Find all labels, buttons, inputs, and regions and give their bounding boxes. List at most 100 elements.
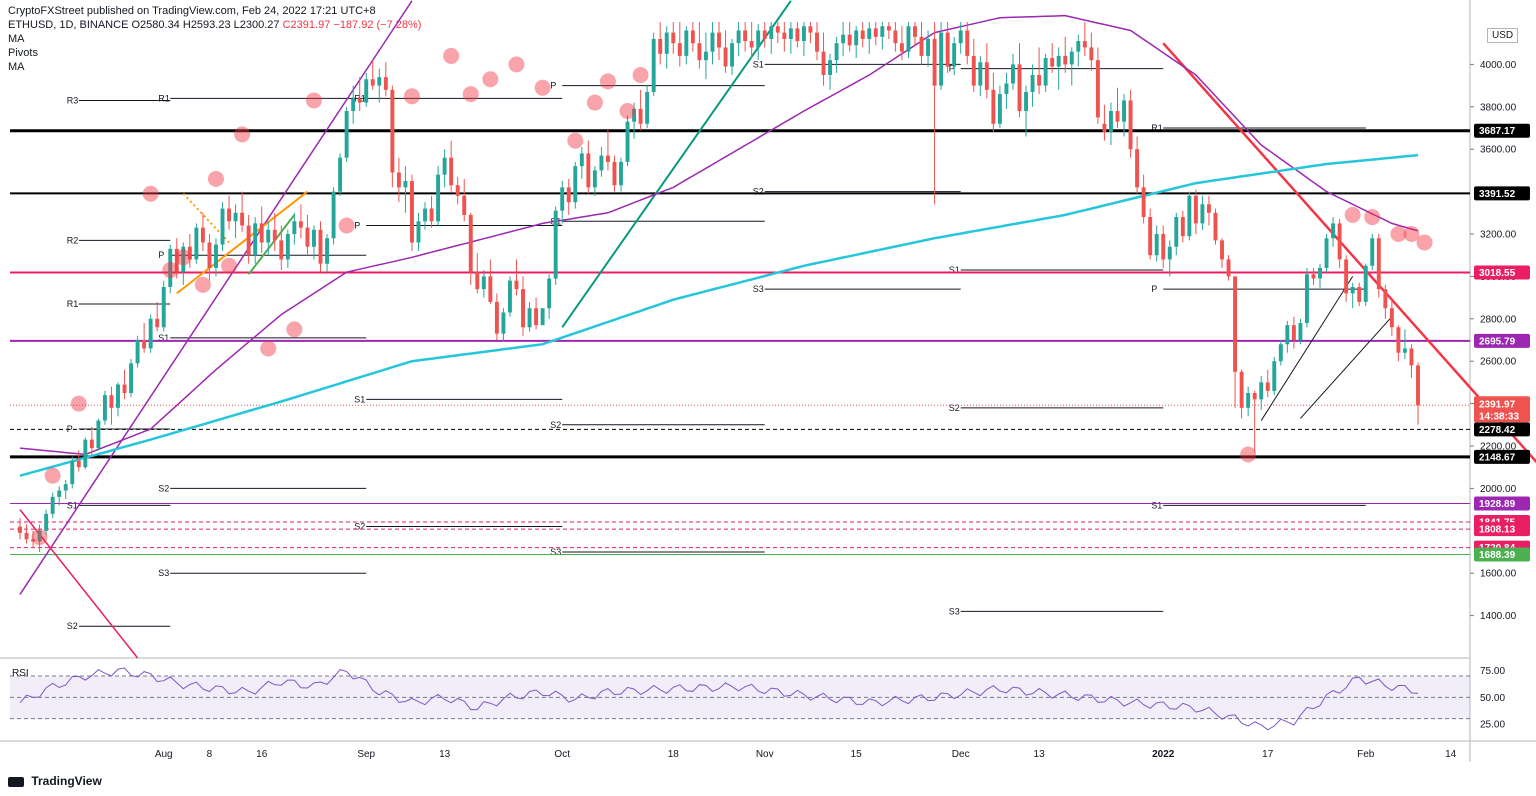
- candle-body: [31, 539, 36, 542]
- pivot-label: S3: [753, 284, 764, 294]
- pivot-label: R2: [67, 235, 79, 245]
- pivot-marker: [1344, 206, 1361, 223]
- price-tick-label: 3200.00: [1480, 230, 1517, 241]
- pivot-label: S3: [158, 568, 169, 578]
- candle-body: [847, 34, 852, 46]
- candle-body: [1252, 393, 1257, 400]
- pivot-marker: [260, 340, 277, 357]
- candle-body: [305, 227, 310, 247]
- pivot-marker: [1364, 209, 1381, 226]
- tradingview-logo-icon: [8, 776, 24, 787]
- candle-body: [1370, 238, 1375, 266]
- candle-body: [1017, 64, 1022, 112]
- candle-body: [449, 157, 454, 186]
- key-level-label: 2695.79: [1479, 336, 1516, 347]
- price-tick-label: 2800.00: [1480, 314, 1517, 325]
- candle-body: [873, 28, 878, 37]
- key-levels: [10, 129, 1470, 555]
- key-level-tag: [1474, 265, 1530, 280]
- candle-body: [553, 210, 558, 279]
- time-tick-label: 16: [256, 749, 268, 760]
- candle-body: [338, 157, 343, 192]
- rsi-panel[interactable]: RSI 25.00 50.00 75.00: [10, 666, 1505, 731]
- pivot-label: P: [158, 250, 164, 260]
- candle-body: [70, 460, 75, 485]
- rsi-tick-label: 25.00: [1480, 720, 1505, 731]
- pivot-label: S1: [1151, 500, 1162, 510]
- candle-body: [730, 43, 735, 67]
- pivot-marker: [234, 126, 251, 143]
- candle-body: [370, 79, 375, 86]
- pivot-marker: [403, 88, 420, 105]
- candle-body: [958, 30, 963, 44]
- candle-body: [782, 32, 787, 39]
- candle-body: [651, 38, 656, 92]
- price-tick-label: 4000.00: [1480, 60, 1517, 71]
- candle-body: [945, 32, 950, 67]
- candle-body: [717, 32, 721, 48]
- candle-body: [1187, 195, 1192, 237]
- currency-label[interactable]: USD: [1487, 28, 1519, 43]
- time-axis[interactable]: Aug816Sep13Oct18Nov15Dec13202217Feb14Mar: [155, 749, 1536, 760]
- candle-body: [540, 308, 545, 326]
- candle-body: [298, 221, 303, 228]
- candle-body: [1076, 41, 1081, 52]
- pivot-marker: [462, 86, 479, 103]
- candle-body: [560, 187, 565, 211]
- tradingview-brand[interactable]: TradingView: [8, 774, 102, 788]
- candle-body: [1115, 111, 1120, 122]
- candle-body: [886, 26, 891, 31]
- indicator-pivots[interactable]: Pivots: [8, 47, 38, 59]
- candle-body: [1259, 382, 1264, 400]
- candle-body: [1416, 365, 1420, 406]
- candle-body: [442, 157, 447, 175]
- candle-body: [913, 26, 917, 37]
- candle-body: [246, 225, 251, 256]
- candle-body: [109, 395, 114, 408]
- candle-body: [357, 98, 362, 103]
- pivot-marker: [619, 103, 636, 120]
- candle-body: [1089, 47, 1094, 61]
- candle-body: [534, 308, 539, 326]
- candle-body: [396, 172, 401, 188]
- pivot-marker: [443, 47, 460, 64]
- candle-body: [1383, 289, 1388, 309]
- candle-body: [1141, 187, 1146, 218]
- candles: [18, 22, 1420, 552]
- time-tick-label: 13: [1034, 749, 1046, 760]
- candle-body: [1011, 64, 1015, 84]
- candle-body: [1318, 267, 1322, 279]
- candle-body: [723, 47, 728, 67]
- candle-body: [638, 108, 643, 124]
- candle-body: [318, 229, 323, 264]
- candle-body: [501, 312, 506, 334]
- key-level-tag: [1474, 186, 1530, 201]
- candle-body: [1402, 348, 1407, 353]
- candle-body: [383, 77, 388, 90]
- pivot-label: P: [1151, 284, 1157, 294]
- candle-body: [312, 229, 316, 247]
- rsi-tick-label: 50.00: [1480, 693, 1505, 704]
- pivot-marker: [567, 132, 584, 149]
- trend-lines: [19, 0, 1536, 659]
- pivot-label: S3: [550, 547, 561, 557]
- candle-body: [573, 166, 578, 203]
- indicator-ma-50[interactable]: MA: [8, 33, 25, 45]
- pivot-marker: [599, 73, 616, 90]
- candle-body: [24, 532, 29, 540]
- key-level-tag: [1474, 123, 1530, 138]
- pivot-marker: [175, 249, 192, 266]
- pivot-label: S1: [354, 394, 365, 404]
- key-level-tag: [1474, 547, 1530, 562]
- candle-body: [762, 30, 767, 39]
- time-tick-label: 17: [1262, 749, 1274, 760]
- candle-body: [1278, 344, 1283, 362]
- candle-body: [1174, 217, 1179, 247]
- pivot-marker: [1390, 226, 1407, 242]
- candle-body: [1396, 327, 1401, 353]
- candle-body: [749, 41, 754, 48]
- indicator-ma-200[interactable]: MA: [8, 61, 25, 73]
- candle-body: [207, 242, 212, 268]
- pivot-label: R1: [158, 93, 170, 103]
